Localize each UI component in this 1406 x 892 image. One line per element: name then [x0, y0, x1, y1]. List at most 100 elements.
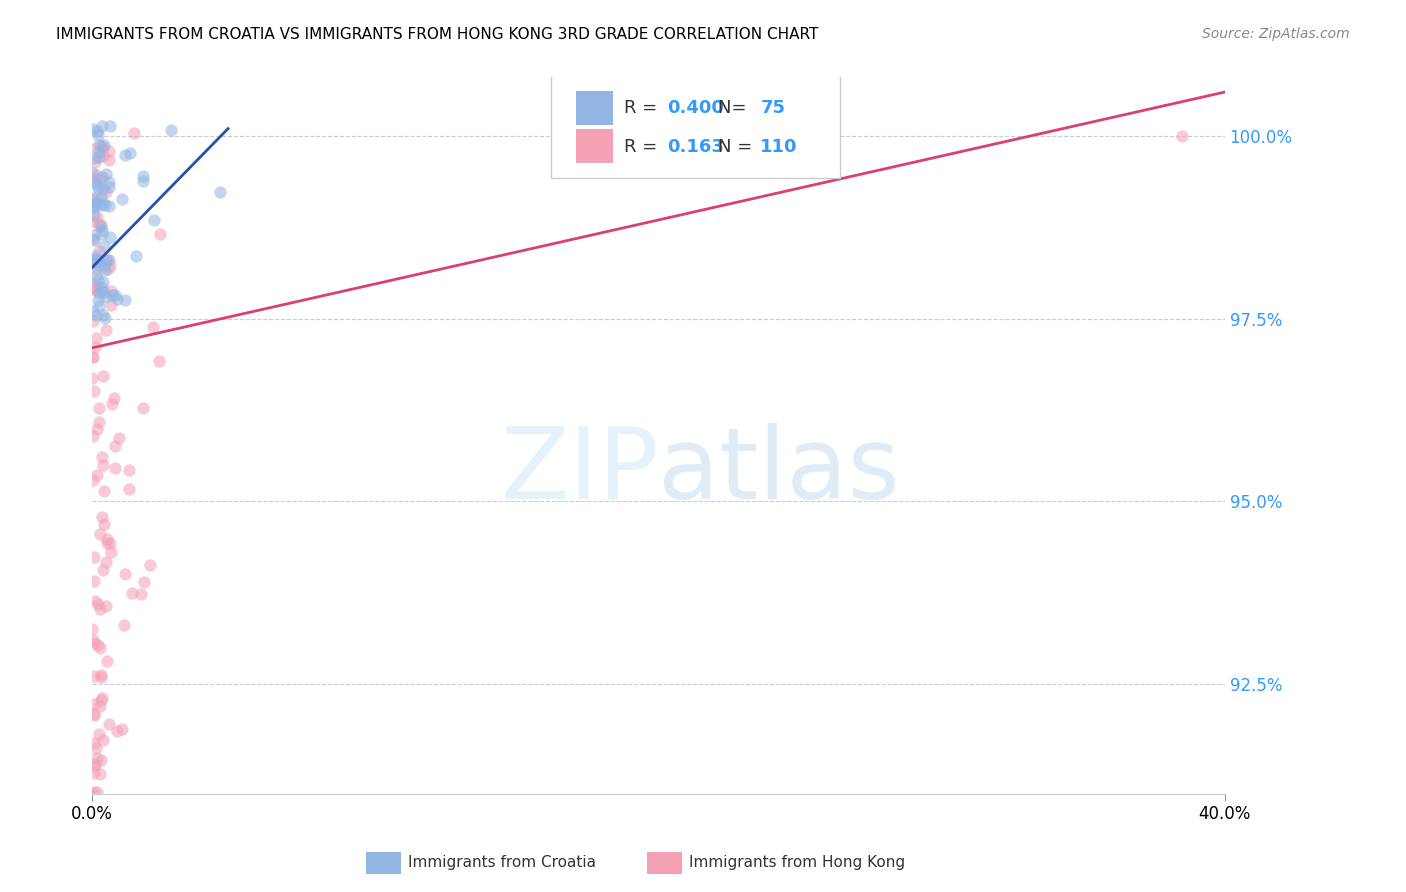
Point — [82, 304, 104, 318]
Point — [90, 753, 112, 767]
Point — [105, 723, 128, 738]
Point — [208, 185, 231, 199]
Point — [83, 214, 105, 228]
Point — [82, 633, 104, 648]
Point — [98, 253, 121, 268]
Point — [101, 397, 124, 411]
Point — [86, 252, 108, 266]
Point — [82, 350, 104, 364]
Point — [83, 765, 105, 780]
Point — [91, 195, 114, 210]
Point — [93, 285, 115, 299]
Point — [105, 293, 128, 307]
Point — [98, 199, 121, 213]
Point — [143, 212, 166, 227]
Point — [111, 723, 134, 737]
Point — [82, 170, 104, 185]
Point — [84, 249, 107, 263]
Point — [84, 308, 107, 322]
Point — [90, 668, 112, 682]
Point — [121, 586, 143, 600]
Point — [89, 244, 111, 259]
Point — [142, 320, 165, 334]
Point — [86, 178, 108, 192]
Point — [93, 262, 115, 277]
Point — [83, 208, 105, 222]
Point — [91, 458, 114, 472]
Point — [94, 556, 117, 570]
Point — [91, 733, 114, 747]
Point — [100, 298, 122, 312]
Point — [96, 252, 118, 267]
Point — [149, 227, 172, 242]
Point — [83, 550, 105, 565]
Point — [82, 787, 104, 801]
Point — [1171, 128, 1194, 143]
Point — [84, 340, 107, 354]
Point — [84, 155, 107, 169]
Point — [83, 706, 105, 721]
Point — [89, 527, 111, 541]
Point — [87, 145, 110, 159]
Point — [86, 751, 108, 765]
Point — [100, 284, 122, 298]
Point — [84, 175, 107, 189]
Point — [87, 219, 110, 234]
Point — [98, 230, 121, 244]
Point — [90, 693, 112, 707]
Point — [90, 223, 112, 237]
Point — [90, 189, 112, 203]
Point — [83, 707, 105, 722]
Point — [83, 669, 105, 683]
Point — [112, 618, 135, 632]
Point — [89, 172, 111, 186]
Point — [90, 219, 112, 234]
Point — [82, 232, 104, 246]
FancyBboxPatch shape — [551, 74, 839, 178]
Point — [98, 119, 121, 133]
Point — [89, 415, 111, 429]
Point — [82, 256, 104, 270]
Point — [86, 284, 108, 298]
Point — [84, 141, 107, 155]
Point — [83, 280, 105, 294]
Point — [83, 759, 105, 773]
Point — [96, 253, 118, 268]
Point — [83, 594, 105, 608]
Point — [114, 148, 136, 162]
Point — [132, 401, 155, 415]
Point — [129, 586, 152, 600]
Point — [86, 422, 108, 436]
Point — [86, 190, 108, 204]
Point — [90, 509, 112, 524]
Point — [90, 450, 112, 465]
Point — [83, 277, 105, 292]
Point — [84, 282, 107, 296]
Point — [93, 483, 115, 498]
Text: 75: 75 — [761, 98, 786, 117]
Point — [82, 314, 104, 328]
Point — [84, 740, 107, 755]
Point — [132, 575, 155, 590]
Point — [104, 439, 127, 453]
Point — [101, 288, 124, 302]
Point — [91, 138, 114, 153]
Text: atlas: atlas — [658, 423, 900, 520]
Point — [83, 192, 105, 206]
Point — [83, 151, 105, 165]
Bar — [576, 129, 613, 163]
Text: IMMIGRANTS FROM CROATIA VS IMMIGRANTS FROM HONG KONG 3RD GRADE CORRELATION CHART: IMMIGRANTS FROM CROATIA VS IMMIGRANTS FR… — [56, 27, 818, 42]
Point — [82, 473, 104, 487]
Point — [89, 641, 111, 656]
Point — [98, 175, 121, 189]
Point — [118, 462, 141, 476]
Text: R =: R = — [624, 138, 669, 156]
Point — [89, 401, 111, 416]
Point — [86, 293, 108, 307]
Point — [87, 150, 110, 164]
Point — [82, 254, 104, 268]
Point — [98, 259, 121, 273]
Point — [125, 249, 148, 263]
Point — [93, 137, 115, 152]
Point — [82, 166, 104, 180]
